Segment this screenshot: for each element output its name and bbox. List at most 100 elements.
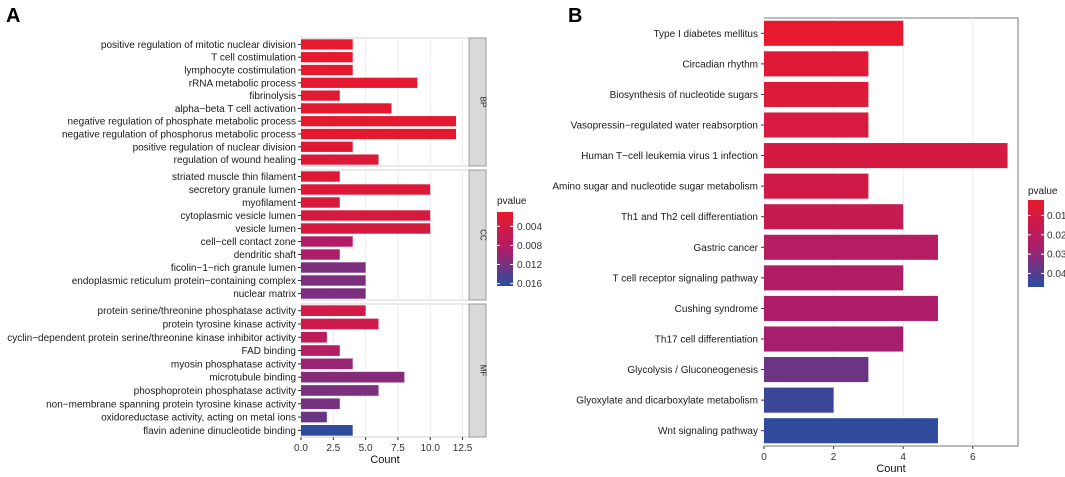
- bar: [764, 20, 904, 46]
- panel-letter-b: B: [568, 5, 582, 27]
- chart-b-kegg-enrichment: Type I diabetes mellitus Circadian rhythm…: [552, 17, 1065, 475]
- legend-colorbar: [1028, 200, 1044, 287]
- x-tick-label: 0: [761, 452, 767, 463]
- x-tick-label: 10.0: [420, 443, 440, 454]
- bar: [301, 223, 431, 234]
- y-tick-label: Glyoxylate and dicarboxylate metabolism: [576, 396, 758, 407]
- y-tick-label: protein serine/threonine phosphatase act…: [98, 306, 296, 317]
- y-tick-label: cell−cell contact zone: [201, 237, 297, 248]
- x-tick-label: 6: [970, 452, 976, 463]
- legend-title: pvalue: [497, 196, 527, 207]
- legend-tick-label: 0.02: [1047, 230, 1065, 241]
- bar: [301, 385, 379, 396]
- legend-tick-label: 0.012: [517, 260, 542, 271]
- y-tick-label: Biosynthesis of nucleotide sugars: [610, 90, 758, 101]
- bar: [301, 116, 457, 127]
- bar: [301, 77, 418, 88]
- bar: [301, 425, 353, 436]
- bar: [301, 197, 340, 208]
- legend-tick-label: 0.03: [1047, 250, 1065, 261]
- bar: [764, 173, 869, 199]
- facet-strip: [468, 169, 487, 301]
- bar: [764, 204, 904, 230]
- bar: [301, 331, 327, 343]
- y-tick-label: alpha−beta T cell activation: [175, 104, 296, 115]
- bar: [301, 103, 392, 114]
- y-tick-label: Glycolysis / Gluconeogenesis: [627, 365, 758, 376]
- y-tick-label: Th1 and Th2 cell differentiation: [621, 212, 758, 223]
- y-tick-label: positive regulation of nuclear division: [133, 142, 296, 153]
- bar: [764, 234, 938, 260]
- y-tick-label: Gastric cancer: [694, 243, 759, 254]
- bar: [301, 358, 353, 370]
- y-tick-label: microtubule binding: [209, 373, 296, 384]
- y-tick-label: endoplasmic reticulum protein−containing…: [72, 276, 296, 287]
- bar: [301, 154, 379, 165]
- y-tick-label: lymphocyte costimulation: [184, 66, 296, 77]
- y-tick-label: Th17 cell differentiation: [655, 335, 758, 346]
- bar: [301, 398, 340, 410]
- bar: [764, 326, 904, 352]
- bar: [301, 305, 366, 316]
- y-tick-label: nuclear matrix: [233, 289, 296, 300]
- x-tick-label: 4: [900, 452, 906, 463]
- bar: [764, 418, 938, 444]
- legend-colorbar: [497, 212, 513, 286]
- x-tick-label: 0.0: [294, 443, 308, 454]
- x-tick-label: 12.5: [453, 443, 473, 454]
- x-axis-title: Count: [370, 454, 399, 466]
- y-tick-label: flavin adenine dinucleotide binding: [143, 426, 296, 437]
- bar: [301, 52, 353, 63]
- y-tick-label: T cell receptor signaling pathway: [613, 273, 758, 284]
- bar: [301, 141, 353, 152]
- y-tick-label: striated muscle thin filament: [172, 172, 296, 183]
- legend-tick-label: 0.004: [517, 222, 542, 233]
- y-tick-label: Wnt signaling pathway: [658, 426, 758, 437]
- bar: [301, 64, 353, 76]
- bar: [301, 210, 431, 221]
- y-tick-label: fibrinolysis: [249, 91, 296, 102]
- y-tick-label: dendritic shaft: [234, 250, 296, 261]
- y-tick-label: T cell costimulation: [211, 53, 296, 64]
- bar: [764, 265, 904, 291]
- facet-strip-label: CC: [479, 229, 488, 241]
- chart-a-go-enrichment: BP positive regulation of mitotic nuclear…: [7, 37, 542, 466]
- y-tick-label: positive regulation of mitotic nuclear d…: [101, 40, 296, 51]
- y-tick-label: oxidoreductase activity, acting on metal…: [101, 413, 296, 424]
- panel-letter-a: A: [6, 5, 20, 27]
- x-tick-label: 5.0: [359, 443, 373, 454]
- y-tick-label: negative regulation of phosphate metabol…: [68, 117, 296, 128]
- bar: [764, 387, 834, 413]
- bar: [301, 275, 366, 286]
- bar: [301, 371, 405, 383]
- y-tick-label: Amino sugar and nucleotide sugar metabol…: [552, 182, 758, 193]
- facet-strip-label: MF: [479, 365, 488, 377]
- bar: [301, 411, 327, 423]
- y-tick-label: vesicle lumen: [235, 224, 296, 235]
- bar: [301, 171, 340, 182]
- bar: [301, 39, 353, 50]
- y-tick-label: Circadian rhythm: [682, 59, 758, 70]
- bar: [764, 295, 938, 321]
- legend-tick-label: 0.016: [517, 279, 542, 290]
- facet-strip: [468, 303, 487, 438]
- y-tick-label: Type I diabetes mellitus: [654, 29, 759, 40]
- y-tick-label: rRNA metabolic process: [189, 78, 296, 89]
- y-tick-label: ficolin−1−rich granule lumen: [171, 263, 296, 274]
- legend-tick-label: 0.008: [517, 241, 542, 252]
- bar: [301, 262, 366, 273]
- y-tick-label: myofilament: [242, 198, 296, 209]
- facet-strip: [468, 37, 487, 167]
- bar: [301, 236, 353, 247]
- x-tick-label: 2: [831, 452, 837, 463]
- y-tick-label: cytoplasmic vesicle lumen: [180, 211, 296, 222]
- bar: [764, 112, 869, 138]
- y-tick-label: regulation of wound healing: [174, 155, 296, 166]
- y-tick-label: phosphoprotein phosphatase activity: [134, 386, 296, 397]
- y-tick-label: protein tyrosine kinase activity: [163, 319, 296, 330]
- y-tick-label: cyclin−dependent protein serine/threonin…: [7, 333, 296, 344]
- y-tick-label: Human T−cell leukemia virus 1 infection: [581, 151, 758, 162]
- y-tick-label: Cushing syndrome: [675, 304, 759, 315]
- bar: [764, 51, 869, 77]
